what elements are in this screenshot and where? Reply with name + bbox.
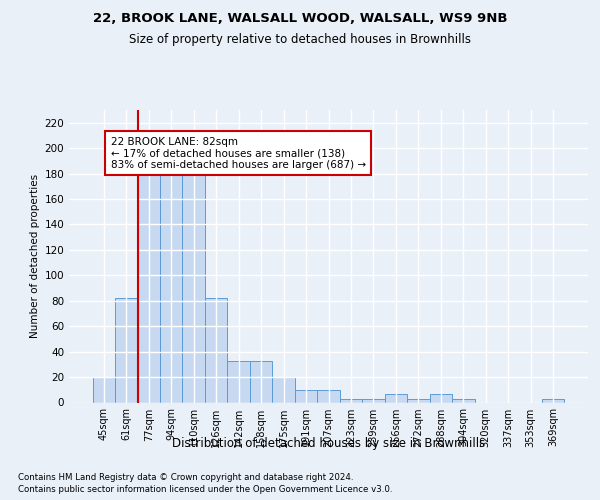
Bar xyxy=(115,298,137,403)
Text: 22, BROOK LANE, WALSALL WOOD, WALSALL, WS9 9NB: 22, BROOK LANE, WALSALL WOOD, WALSALL, W… xyxy=(93,12,507,26)
Bar xyxy=(407,398,430,402)
Text: Contains public sector information licensed under the Open Government Licence v3: Contains public sector information licen… xyxy=(18,485,392,494)
Text: 22 BROOK LANE: 82sqm
← 17% of detached houses are smaller (138)
83% of semi-deta: 22 BROOK LANE: 82sqm ← 17% of detached h… xyxy=(110,136,365,170)
Bar xyxy=(295,390,317,402)
Bar xyxy=(182,167,205,402)
Bar xyxy=(317,390,340,402)
Text: Distribution of detached houses by size in Brownhills: Distribution of detached houses by size … xyxy=(172,438,485,450)
Bar xyxy=(250,360,272,403)
Bar xyxy=(272,377,295,402)
Bar xyxy=(227,360,250,403)
Y-axis label: Number of detached properties: Number of detached properties xyxy=(30,174,40,338)
Bar xyxy=(452,398,475,402)
Bar xyxy=(92,377,115,402)
Bar xyxy=(385,394,407,402)
Bar xyxy=(542,398,565,402)
Text: Size of property relative to detached houses in Brownhills: Size of property relative to detached ho… xyxy=(129,32,471,46)
Bar xyxy=(430,394,452,402)
Bar xyxy=(205,298,227,403)
Bar xyxy=(160,136,182,402)
Bar xyxy=(137,136,160,402)
Bar xyxy=(340,398,362,402)
Text: Contains HM Land Registry data © Crown copyright and database right 2024.: Contains HM Land Registry data © Crown c… xyxy=(18,472,353,482)
Bar xyxy=(362,398,385,402)
